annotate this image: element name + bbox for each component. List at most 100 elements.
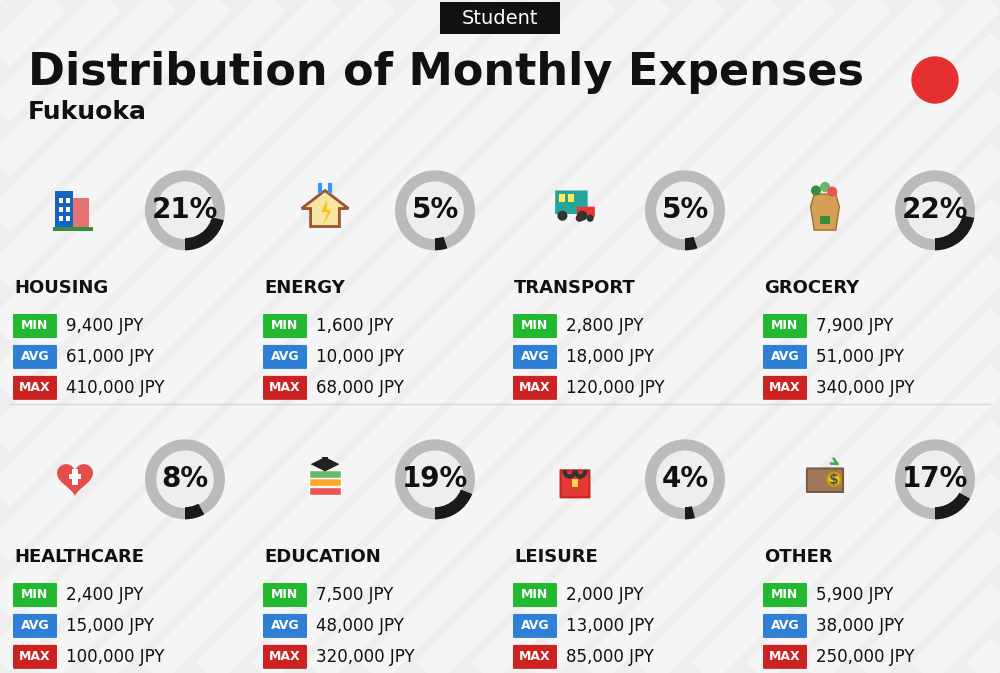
FancyBboxPatch shape — [13, 583, 57, 607]
FancyBboxPatch shape — [763, 314, 807, 338]
FancyBboxPatch shape — [13, 645, 57, 669]
FancyBboxPatch shape — [807, 468, 843, 492]
Text: TRANSPORT: TRANSPORT — [514, 279, 636, 297]
FancyBboxPatch shape — [309, 470, 341, 478]
Wedge shape — [145, 439, 225, 520]
Text: 19%: 19% — [402, 465, 468, 493]
Text: 48,000 JPY: 48,000 JPY — [316, 617, 404, 635]
Text: 38,000 JPY: 38,000 JPY — [816, 617, 904, 635]
Polygon shape — [311, 457, 339, 471]
FancyBboxPatch shape — [13, 614, 57, 638]
FancyBboxPatch shape — [263, 314, 307, 338]
Circle shape — [576, 215, 583, 222]
FancyBboxPatch shape — [309, 478, 341, 486]
Text: ENERGY: ENERGY — [264, 279, 345, 297]
Text: 61,000 JPY: 61,000 JPY — [66, 348, 154, 366]
FancyBboxPatch shape — [263, 376, 307, 400]
Text: MAX: MAX — [769, 382, 801, 394]
Circle shape — [811, 186, 821, 196]
Text: MIN: MIN — [271, 588, 299, 602]
Text: EDUCATION: EDUCATION — [264, 548, 381, 567]
Circle shape — [157, 182, 213, 238]
Text: 68,000 JPY: 68,000 JPY — [316, 379, 404, 397]
Text: 18,000 JPY: 18,000 JPY — [566, 348, 654, 366]
Text: 17%: 17% — [902, 465, 968, 493]
Text: 8%: 8% — [161, 465, 209, 493]
Bar — [572, 479, 578, 487]
Wedge shape — [145, 170, 225, 250]
Wedge shape — [645, 439, 725, 520]
Text: Student: Student — [462, 9, 538, 28]
FancyBboxPatch shape — [513, 376, 557, 400]
Circle shape — [827, 186, 837, 197]
Text: AVG: AVG — [521, 351, 549, 363]
Bar — [69, 474, 81, 479]
Text: Distribution of Monthly Expenses: Distribution of Monthly Expenses — [28, 50, 864, 94]
Text: MAX: MAX — [269, 382, 301, 394]
Text: MAX: MAX — [19, 650, 51, 664]
Text: 51,000 JPY: 51,000 JPY — [816, 348, 904, 366]
Bar — [59, 216, 63, 221]
Bar — [59, 207, 63, 212]
Circle shape — [907, 182, 963, 238]
Text: MAX: MAX — [269, 650, 301, 664]
Text: GROCERY: GROCERY — [764, 279, 859, 297]
Bar — [66, 207, 70, 212]
Text: MIN: MIN — [521, 320, 549, 332]
Text: MIN: MIN — [21, 320, 49, 332]
Text: MAX: MAX — [19, 382, 51, 394]
Text: MIN: MIN — [771, 320, 799, 332]
Text: MAX: MAX — [519, 650, 551, 664]
Text: 2,000 JPY: 2,000 JPY — [566, 586, 644, 604]
FancyBboxPatch shape — [263, 345, 307, 369]
Text: 2,800 JPY: 2,800 JPY — [566, 317, 644, 335]
Bar — [73, 198, 89, 227]
Wedge shape — [935, 492, 970, 520]
FancyBboxPatch shape — [763, 583, 807, 607]
Text: MIN: MIN — [271, 320, 299, 332]
Wedge shape — [685, 236, 697, 250]
Text: MIN: MIN — [521, 588, 549, 602]
FancyBboxPatch shape — [513, 314, 557, 338]
Text: 120,000 JPY: 120,000 JPY — [566, 379, 665, 397]
FancyBboxPatch shape — [555, 190, 588, 214]
FancyBboxPatch shape — [13, 314, 57, 338]
Circle shape — [912, 57, 958, 103]
Polygon shape — [302, 190, 348, 227]
Text: AVG: AVG — [771, 619, 799, 633]
Circle shape — [587, 215, 594, 222]
Text: $: $ — [829, 472, 839, 487]
Bar — [66, 216, 70, 221]
FancyBboxPatch shape — [577, 207, 595, 217]
Text: AVG: AVG — [21, 619, 49, 633]
Wedge shape — [435, 236, 447, 250]
Polygon shape — [321, 199, 331, 225]
Circle shape — [907, 452, 963, 507]
Text: 7,500 JPY: 7,500 JPY — [316, 586, 393, 604]
Circle shape — [820, 182, 830, 192]
Bar — [53, 227, 93, 231]
Bar — [568, 194, 574, 202]
Text: LEISURE: LEISURE — [514, 548, 598, 567]
FancyBboxPatch shape — [263, 614, 307, 638]
Circle shape — [157, 452, 213, 507]
Wedge shape — [895, 170, 975, 250]
Bar — [72, 468, 78, 485]
Text: 5,900 JPY: 5,900 JPY — [816, 586, 893, 604]
Text: Fukuoka: Fukuoka — [28, 100, 147, 124]
Text: 13,000 JPY: 13,000 JPY — [566, 617, 654, 635]
Bar — [66, 198, 70, 203]
FancyBboxPatch shape — [13, 345, 57, 369]
Circle shape — [407, 452, 463, 507]
Polygon shape — [57, 464, 93, 497]
Text: MAX: MAX — [769, 650, 801, 664]
Bar — [55, 190, 73, 227]
Text: 7,900 JPY: 7,900 JPY — [816, 317, 893, 335]
Text: AVG: AVG — [271, 619, 299, 633]
Circle shape — [577, 211, 587, 221]
Circle shape — [557, 211, 567, 221]
Polygon shape — [811, 194, 839, 230]
Text: 21%: 21% — [152, 197, 218, 224]
Text: MAX: MAX — [519, 382, 551, 394]
Text: 5%: 5% — [661, 197, 709, 224]
